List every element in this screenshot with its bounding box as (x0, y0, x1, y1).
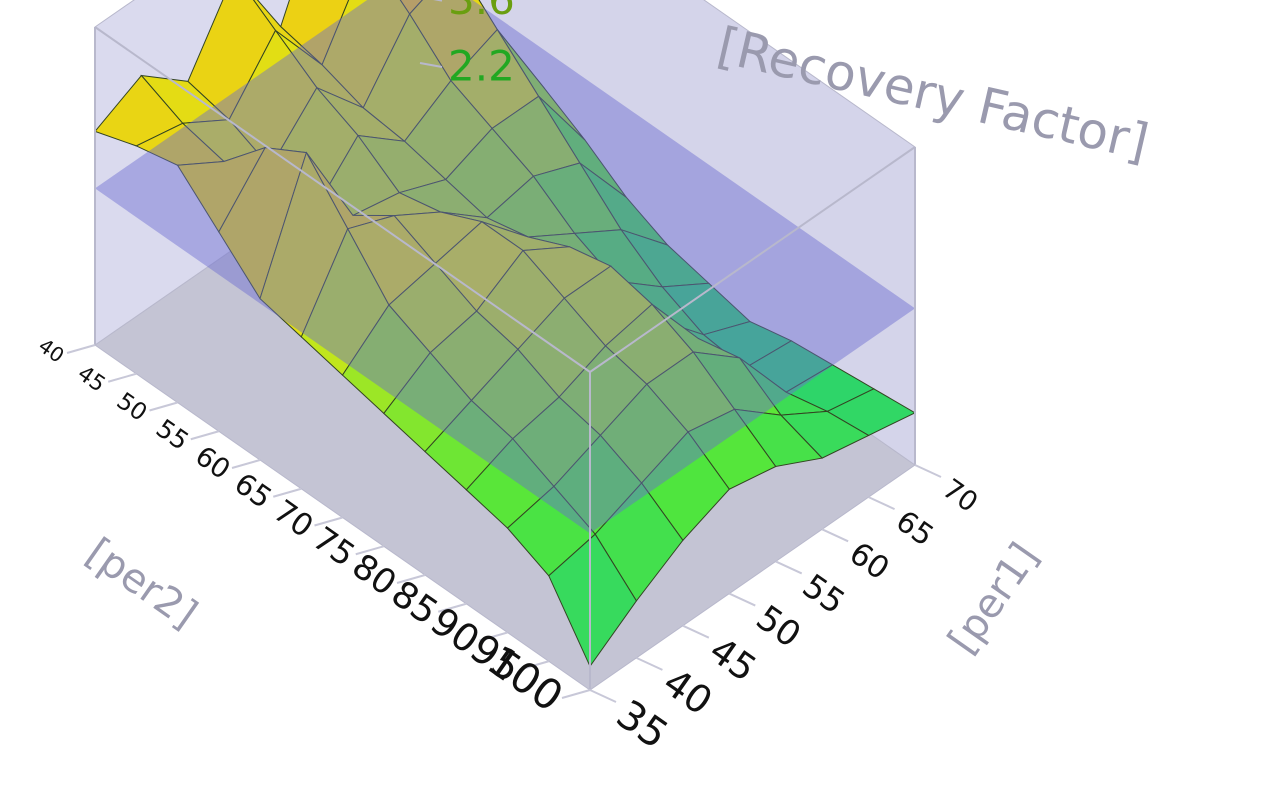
reference-plane (95, 0, 915, 534)
y-tick (437, 602, 467, 613)
z-tick-label: 2.2 (448, 42, 515, 91)
x-tick (636, 656, 663, 671)
x-tick-label: 65 (890, 504, 940, 553)
y-tick-label: 40 (34, 333, 69, 367)
z-tick-label: 3.6 (448, 0, 515, 24)
surface-patch (548, 533, 637, 668)
y-tick-label: 65 (228, 466, 278, 515)
x-tick-label: 50 (749, 598, 808, 656)
y-tick (479, 631, 508, 642)
x-tick-label: 45 (702, 628, 765, 690)
box-edge (589, 146, 916, 373)
y-tick (149, 401, 178, 412)
y-tick (272, 487, 302, 498)
y-tick-label: 60 (189, 441, 235, 486)
x-tick (821, 528, 849, 543)
x-tick-label: 60 (843, 535, 896, 587)
z-tick (419, 62, 443, 69)
x-tick (775, 560, 803, 575)
x-tick (914, 464, 942, 478)
x-tick (728, 592, 756, 607)
y-tick (396, 574, 426, 584)
x-tick-label: 55 (796, 567, 852, 622)
y-tick (314, 516, 343, 527)
x-tick (682, 624, 710, 639)
surface-patch (399, 0, 423, 15)
y-tick-label: 70 (267, 493, 320, 545)
x-tick (868, 496, 895, 511)
box-edge (94, 26, 591, 373)
y-tick (107, 372, 137, 383)
x-axis-title: [per1] (940, 535, 1048, 662)
y-tick-label: 50 (112, 387, 153, 427)
y-axis-title: [per2] (78, 530, 205, 638)
y-tick-label: 55 (151, 413, 195, 456)
y-tick (561, 689, 591, 699)
y-tick-label: 45 (73, 361, 110, 397)
y-tick (190, 430, 220, 441)
x-tick-label: 70 (937, 473, 983, 518)
y-tick (520, 660, 550, 671)
y-tick (355, 545, 385, 556)
y-tick (66, 344, 96, 354)
y-tick (231, 459, 261, 469)
x-tick (589, 689, 617, 703)
